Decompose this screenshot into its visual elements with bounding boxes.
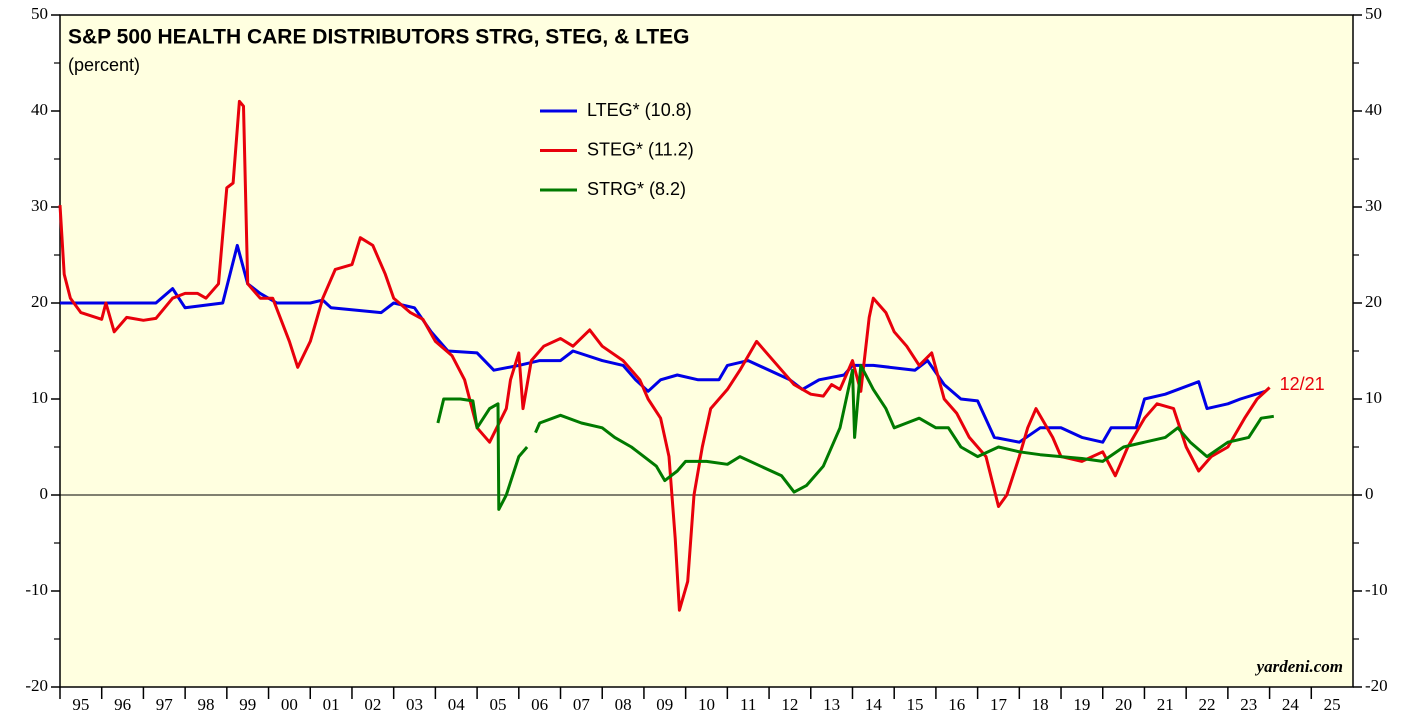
y2-tick-label: -10 xyxy=(1365,580,1388,599)
x-tick-label: 08 xyxy=(615,695,632,714)
x-tick-label: 00 xyxy=(281,695,298,714)
x-tick-label: 23 xyxy=(1240,695,1257,714)
y2-tick-label: 0 xyxy=(1365,484,1374,503)
y-tick-label: 20 xyxy=(31,292,48,311)
y2-tick-label: 30 xyxy=(1365,196,1382,215)
x-tick-label: 25 xyxy=(1324,695,1341,714)
x-tick-label: 01 xyxy=(323,695,340,714)
legend-label: STRG* (8.2) xyxy=(587,179,686,199)
x-tick-label: 95 xyxy=(72,695,89,714)
x-tick-label: 99 xyxy=(239,695,256,714)
y-tick-label: 30 xyxy=(31,196,48,215)
y2-tick-label: 10 xyxy=(1365,388,1382,407)
x-tick-label: 13 xyxy=(823,695,840,714)
legend-label: LTEG* (10.8) xyxy=(587,100,692,120)
x-tick-label: 96 xyxy=(114,695,131,714)
x-tick-label: 19 xyxy=(1073,695,1090,714)
x-tick-label: 12 xyxy=(781,695,798,714)
x-tick-label: 21 xyxy=(1157,695,1174,714)
x-tick-label: 24 xyxy=(1282,695,1300,714)
x-tick-label: 15 xyxy=(907,695,924,714)
y2-tick-label: 40 xyxy=(1365,100,1382,119)
x-tick-label: 05 xyxy=(489,695,506,714)
y-tick-label: 0 xyxy=(40,484,49,503)
legend-label: STEG* (11.2) xyxy=(587,139,694,159)
x-tick-label: 17 xyxy=(990,695,1008,714)
x-tick-label: 20 xyxy=(1115,695,1132,714)
x-tick-label: 22 xyxy=(1199,695,1216,714)
chart-title: S&P 500 HEALTH CARE DISTRIBUTORS STRG, S… xyxy=(68,26,690,49)
x-tick-label: 98 xyxy=(197,695,214,714)
y2-tick-label: 20 xyxy=(1365,292,1382,311)
y2-tick-label: 50 xyxy=(1365,4,1382,23)
y-tick-label: -20 xyxy=(25,676,48,695)
x-tick-label: 07 xyxy=(573,695,591,714)
y-tick-label: -10 xyxy=(25,580,48,599)
y2-tick-label: -20 xyxy=(1365,676,1388,695)
plot-area xyxy=(59,14,1354,688)
source: yardeni.com xyxy=(1255,657,1343,676)
x-tick-label: 14 xyxy=(865,695,883,714)
x-tick-label: 04 xyxy=(448,695,466,714)
annotation: 12/21 xyxy=(1280,374,1325,394)
y-tick-label: 50 xyxy=(31,4,48,23)
x-tick-label: 18 xyxy=(1032,695,1049,714)
y-tick-label: 40 xyxy=(31,100,48,119)
chart-subtitle: (percent) xyxy=(68,55,140,75)
x-tick-label: 03 xyxy=(406,695,423,714)
x-tick-label: 97 xyxy=(156,695,174,714)
x-tick-label: 09 xyxy=(656,695,673,714)
x-tick-label: 11 xyxy=(740,695,756,714)
x-tick-label: 06 xyxy=(531,695,548,714)
x-tick-label: 16 xyxy=(948,695,965,714)
series-line xyxy=(58,99,1271,612)
x-tick-label: 10 xyxy=(698,695,715,714)
series-line xyxy=(436,363,1275,511)
y-tick-label: 10 xyxy=(31,388,48,407)
x-tick-label: 02 xyxy=(364,695,381,714)
series-line xyxy=(60,243,1266,444)
